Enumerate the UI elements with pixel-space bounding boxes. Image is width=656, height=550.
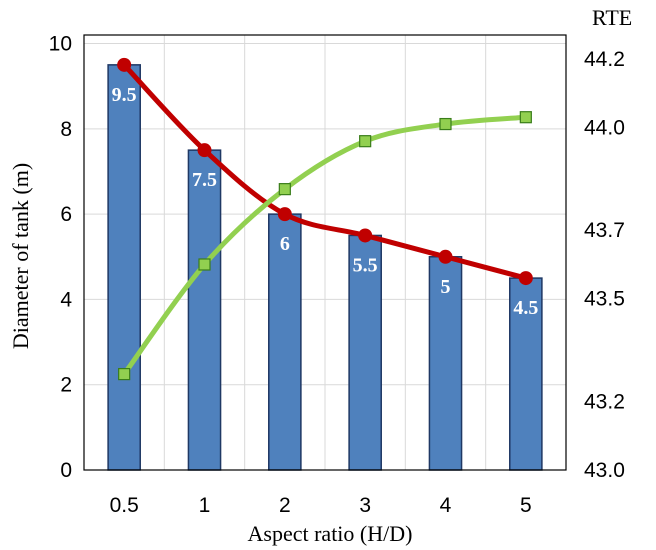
plot-frame xyxy=(83,34,567,471)
y-tick-label: 8 xyxy=(60,118,72,141)
rte-point xyxy=(359,135,372,148)
diameter-point xyxy=(518,271,533,286)
y2-axis-title: RTE xyxy=(592,5,632,30)
tick-labels: 0 2 4 6 8 10 0.5 1 2 3 4 5 43.0 43.2 43.5 43.7 44.0 44.2 xyxy=(49,33,625,517)
y-tick-label: 6 xyxy=(60,203,72,226)
rte-point xyxy=(118,367,131,381)
x-tick-label: 5 xyxy=(520,494,532,517)
bar xyxy=(107,64,141,471)
bar xyxy=(187,149,222,471)
line-series xyxy=(117,57,533,381)
x-tick-label: 3 xyxy=(359,494,371,517)
rte-point xyxy=(519,111,532,124)
y2-tick-label: 43.7 xyxy=(584,219,625,242)
y2-tick-label: 44.2 xyxy=(584,48,625,71)
bar-data-label: 4.5 xyxy=(513,297,538,319)
bar-data-label: 5 xyxy=(441,276,451,298)
y2-tick-label: 43.5 xyxy=(584,288,625,311)
y-tick-label: 4 xyxy=(60,288,72,311)
x-tick-label: 4 xyxy=(440,494,452,517)
bar-data-label: 6 xyxy=(280,233,290,255)
bar-data-label: 7.5 xyxy=(192,169,217,191)
y-tick-label: 10 xyxy=(49,33,72,56)
y-tick-label: 0 xyxy=(60,459,72,482)
x-tick-label: 2 xyxy=(279,494,291,517)
diameter-point xyxy=(117,57,132,72)
diameter-point xyxy=(277,207,292,222)
y2-tick-label: 44.0 xyxy=(584,116,625,139)
diameter-point xyxy=(197,143,212,158)
rte-point xyxy=(198,258,211,271)
y2-tick-label: 43.0 xyxy=(584,459,625,482)
bar xyxy=(268,213,302,471)
bar-data-label: 5.5 xyxy=(353,254,378,276)
x-axis-title: Aspect ratio (H/D) xyxy=(248,521,413,546)
diameter-point xyxy=(438,249,453,264)
y2-tick-label: 43.2 xyxy=(584,390,625,413)
data-labels: 9.5 7.5 6 5.5 5 4.5 xyxy=(112,84,539,319)
rte-point xyxy=(278,183,291,196)
bar-data-label: 9.5 xyxy=(112,84,137,106)
x-tick-label: 0.5 xyxy=(110,494,139,517)
bar-series xyxy=(107,64,543,471)
bar xyxy=(428,256,463,471)
y-axis-title: Diameter of tank (m) xyxy=(8,163,33,349)
x-tick-label: 1 xyxy=(199,494,211,517)
y-tick-label: 2 xyxy=(60,374,72,397)
diameter-point xyxy=(358,228,373,243)
rte-point xyxy=(439,117,452,131)
